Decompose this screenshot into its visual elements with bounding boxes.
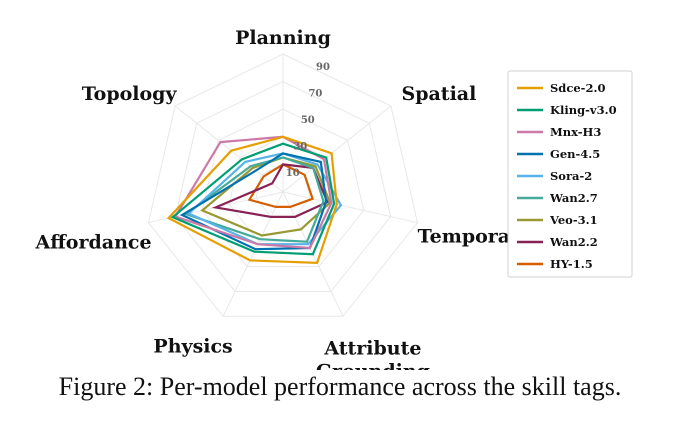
grid-ring-80	[174, 81, 392, 292]
legend-label-sora-2: Sora-2	[550, 169, 592, 183]
series-line-sdce-2-0	[166, 135, 338, 265]
legend-label-wan2-7: Wan2.7	[549, 191, 598, 205]
axis-label-attribute-grounding: AttributeGrounding	[316, 337, 430, 370]
axis-label-spatial: Spatial	[401, 83, 476, 105]
figure-caption: Figure 2: Per-model performance across t…	[58, 372, 622, 401]
axis-label-physics: Physics	[153, 335, 232, 357]
axis-label-planning: Planning	[235, 27, 331, 49]
legend-box	[507, 70, 633, 278]
grid-spoke	[282, 191, 418, 224]
tick-label: 10	[286, 168, 300, 179]
axis-labels: Planning Spatial Temporal AttributeGroundin…	[34, 27, 517, 370]
legend-label-gen-4-5: Gen-4.5	[550, 147, 600, 161]
axis-label-affordance: Affordance	[34, 232, 151, 254]
series-line-wan2-7	[183, 156, 325, 243]
legend-label-wan2-2: Wan2.2	[549, 235, 598, 249]
series-line-mnx-h3	[173, 135, 333, 250]
grid-spoke	[222, 191, 284, 317]
legend: Sdce-2.0 Kling-v3.0 Mnx-H3 Gen-4.5 Sora-2 Wan…	[507, 70, 633, 278]
legend-label-mnx-h3: Mnx-H3	[550, 125, 601, 139]
tick-label: 90	[316, 62, 330, 73]
series-line-gen-4-5	[179, 152, 328, 251]
series-line-kling-v3-0	[170, 142, 336, 256]
axis-label-topology: Topology	[82, 83, 178, 105]
legend-label-veo-3-1: Veo-3.1	[549, 213, 598, 227]
series-line-veo-3-1	[200, 156, 332, 237]
radial-tick-labels: 10 30 50 70 90	[286, 62, 330, 179]
grid-spoke	[174, 105, 284, 193]
legend-label-kling-v3-0: Kling-v3.0	[550, 103, 617, 117]
tick-label: 50	[301, 115, 315, 126]
tick-label: 30	[293, 142, 307, 153]
radar-series	[166, 135, 343, 265]
radar-chart: 10 30 50 70 90 Planning Spatial Temporal Attrib…	[34, 27, 633, 370]
tick-label: 70	[308, 89, 322, 100]
radar-grid	[147, 53, 419, 317]
legend-label-sdce-2-0: Sdce-2.0	[550, 81, 605, 95]
legend-label-hy-1-5: HY-1.5	[550, 257, 593, 271]
grid-ring-100	[147, 53, 419, 317]
axis-label-temporal: Temporal	[418, 226, 518, 248]
grid-spoke	[282, 105, 392, 193]
series-line-hy-1-5	[247, 163, 314, 208]
